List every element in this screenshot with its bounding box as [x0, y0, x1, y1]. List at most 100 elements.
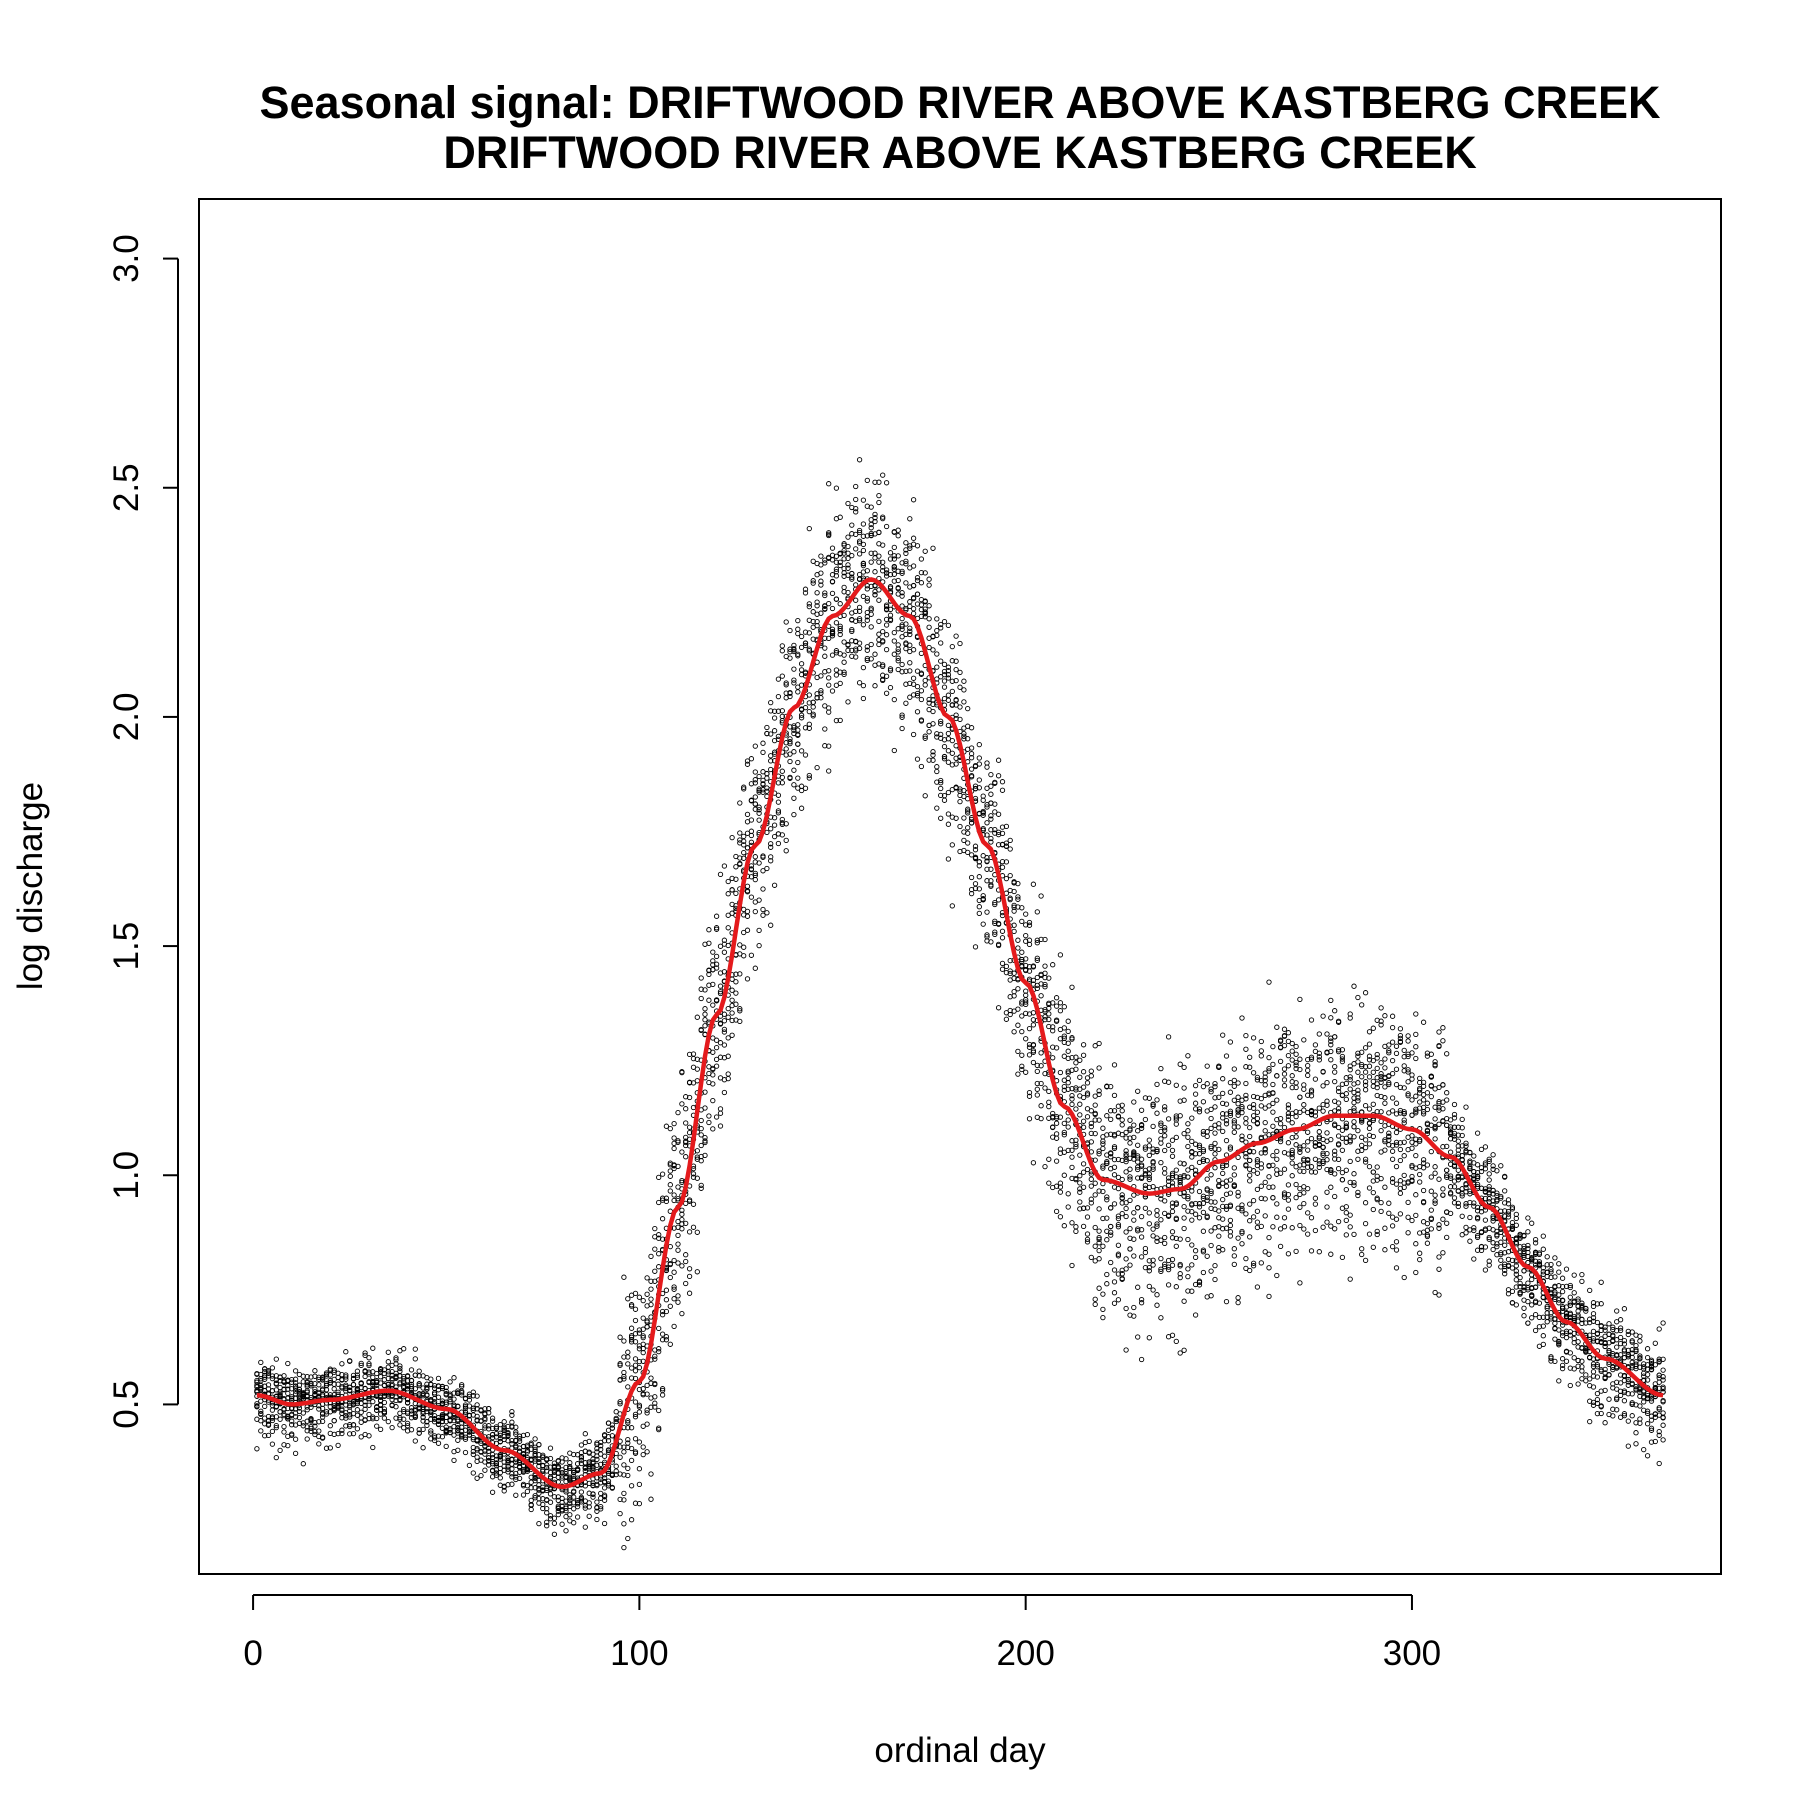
scatter-point — [648, 1286, 654, 1292]
scatter-point — [1216, 1244, 1222, 1251]
scatter-point — [1204, 1197, 1210, 1203]
scatter-point — [1617, 1334, 1624, 1341]
scatter-point — [1529, 1292, 1535, 1298]
scatter-point — [671, 1165, 677, 1172]
scatter-point — [1169, 1137, 1176, 1143]
scatter-point — [544, 1510, 550, 1516]
scatter-point — [1579, 1368, 1585, 1374]
scatter-point — [640, 1386, 646, 1392]
scatter-point — [482, 1425, 488, 1431]
scatter-point — [1324, 1166, 1330, 1173]
scatter-point — [914, 575, 921, 581]
scatter-point — [779, 780, 785, 786]
scatter-point — [1196, 1144, 1203, 1150]
scatter-point — [1347, 1158, 1353, 1165]
scatter-point — [1077, 1189, 1083, 1195]
scatter-point — [1115, 1253, 1122, 1259]
scatter-point — [1343, 1232, 1349, 1238]
scatter-point — [1262, 1082, 1268, 1088]
scatter-point — [903, 631, 909, 638]
scatter-point — [1436, 1042, 1442, 1049]
scatter-point — [1057, 1146, 1064, 1152]
scatter-point — [265, 1432, 272, 1439]
scatter-point — [1401, 1120, 1407, 1126]
scatter-point — [505, 1423, 511, 1430]
scatter-point — [617, 1334, 623, 1340]
scatter-point — [377, 1374, 384, 1380]
scatter-point — [1297, 1109, 1303, 1116]
scatter-point — [1227, 1229, 1234, 1235]
scatter-point — [918, 596, 925, 603]
scatter-point — [1092, 1130, 1098, 1137]
scatter-point — [1243, 1255, 1249, 1262]
scatter-point — [988, 835, 994, 842]
scatter-point — [698, 1132, 704, 1138]
scatter-point — [1502, 1271, 1508, 1277]
scatter-point — [1235, 1106, 1241, 1113]
scatter-point — [1196, 1077, 1203, 1084]
scatter-point — [1405, 1199, 1411, 1206]
scatter-point — [1150, 1226, 1156, 1232]
scatter-point — [1467, 1238, 1473, 1244]
scatter-point — [443, 1391, 449, 1397]
scatter-point — [1034, 955, 1040, 961]
scatter-point — [1397, 1211, 1404, 1217]
scatter-point — [1169, 1235, 1176, 1241]
scatter-point — [1648, 1439, 1655, 1445]
scatter-point — [1053, 1120, 1060, 1126]
scatter-point — [1382, 1225, 1388, 1231]
scatter-point — [1590, 1369, 1597, 1375]
scatter-point — [505, 1463, 511, 1470]
scatter-point — [806, 525, 812, 532]
scatter-point — [455, 1390, 461, 1396]
scatter-point — [968, 886, 975, 893]
scatter-point — [721, 1018, 728, 1024]
scatter-point — [895, 642, 901, 648]
scatter-point — [1405, 1038, 1411, 1044]
scatter-point — [702, 1139, 708, 1146]
scatter-point — [1108, 1083, 1114, 1090]
scatter-point — [1436, 1292, 1442, 1298]
scatter-point — [1440, 1192, 1446, 1198]
scatter-point — [598, 1503, 604, 1510]
scatter-point — [1432, 1198, 1438, 1204]
scatter-point — [791, 723, 797, 729]
scatter-point — [845, 500, 851, 507]
scatter-point — [663, 1337, 670, 1343]
scatter-point — [331, 1417, 337, 1424]
scatter-point — [1173, 1167, 1179, 1173]
scatter-point — [934, 734, 940, 740]
scatter-point — [1127, 1197, 1133, 1204]
scatter-point — [876, 641, 882, 648]
scatter-point — [350, 1375, 357, 1382]
scatter-point — [1509, 1299, 1516, 1306]
scatter-point — [698, 986, 704, 992]
scatter-point — [880, 676, 886, 683]
scatter-point — [752, 777, 758, 783]
scatter-point — [582, 1505, 588, 1511]
scatter-point — [1104, 1237, 1110, 1243]
scatter-point — [1092, 1243, 1098, 1249]
scatter-point — [1463, 1104, 1469, 1110]
scatter-point — [416, 1368, 422, 1374]
scatter-point — [524, 1444, 531, 1450]
scatter-point — [1227, 1089, 1234, 1095]
scatter-point — [1559, 1322, 1566, 1328]
scatter-point — [914, 709, 921, 715]
scatter-point — [1123, 1129, 1129, 1136]
scatter-point — [760, 886, 766, 892]
scatter-point — [965, 808, 971, 814]
scatter-point — [1389, 1013, 1396, 1019]
scatter-point — [1548, 1355, 1554, 1361]
scatter-point — [926, 644, 932, 651]
scatter-point — [1312, 1169, 1319, 1175]
scatter-point — [590, 1491, 596, 1497]
scatter-point — [1220, 1090, 1226, 1097]
scatter-point — [1142, 1172, 1149, 1178]
scatter-point — [551, 1464, 558, 1470]
scatter-point — [644, 1382, 650, 1389]
scatter-point — [1293, 1062, 1299, 1068]
scatter-point — [1142, 1249, 1149, 1256]
scatter-point — [926, 616, 932, 622]
scatter-point — [1513, 1271, 1519, 1277]
